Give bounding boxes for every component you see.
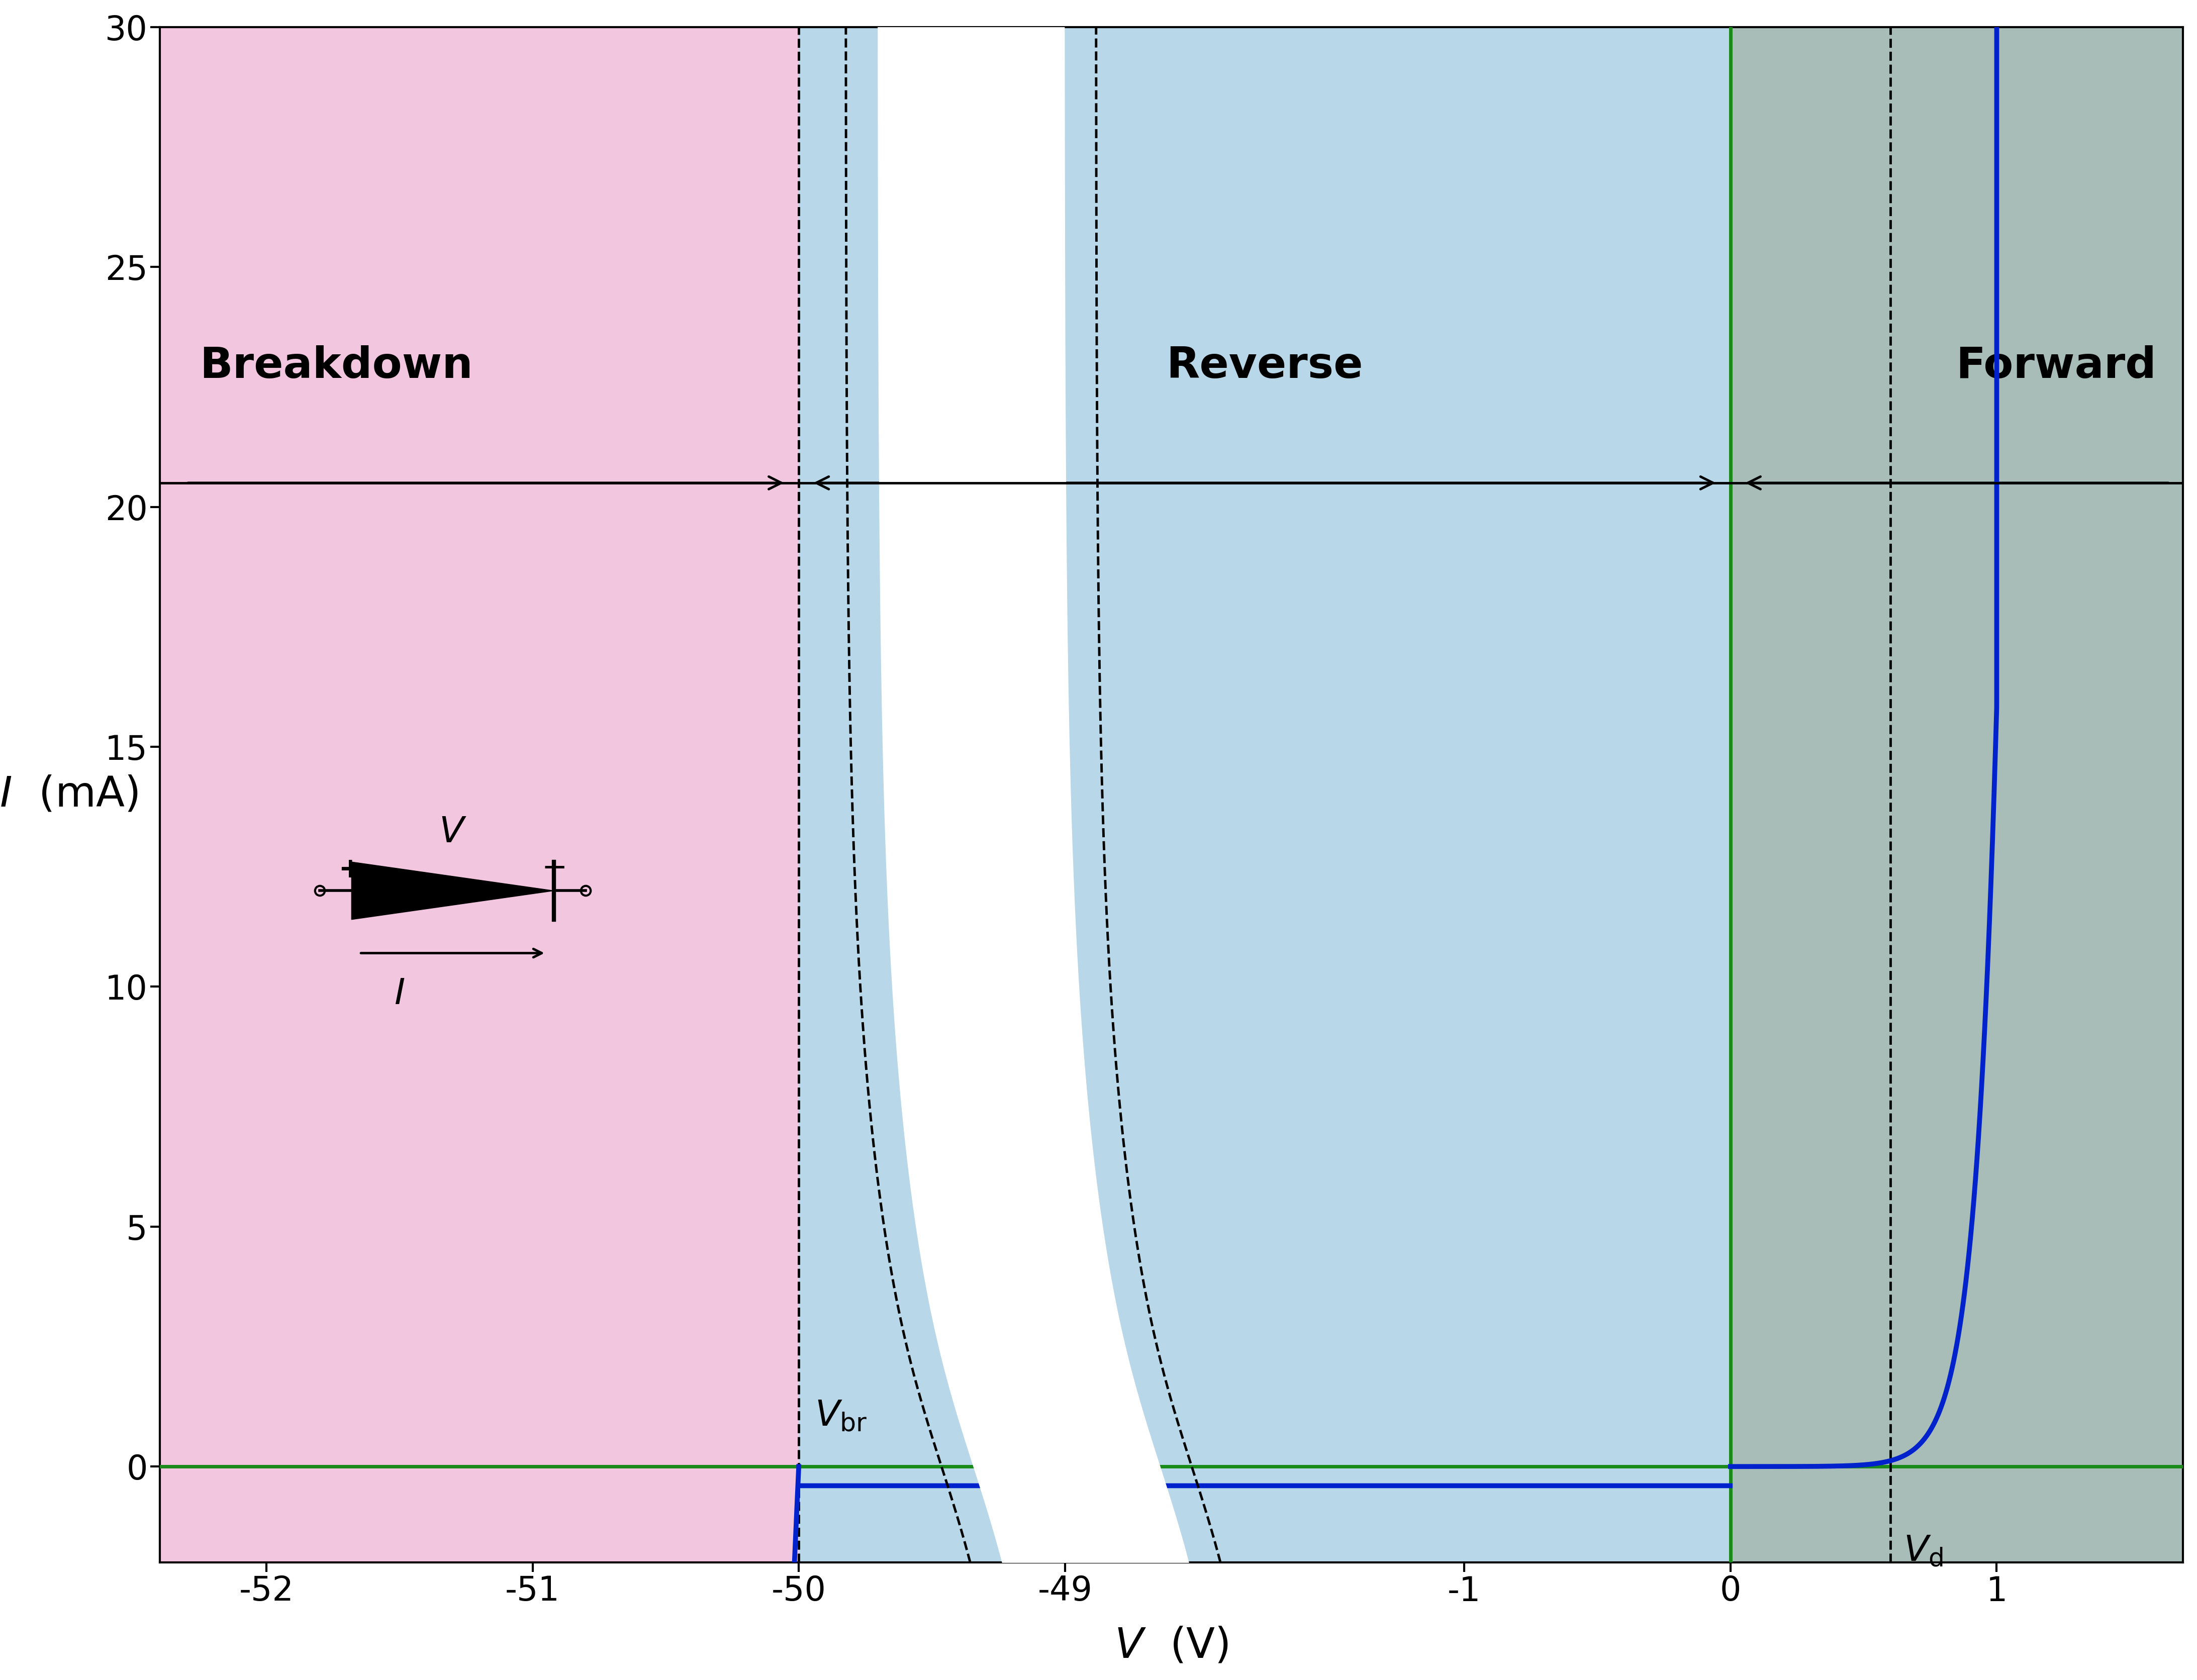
- Bar: [160, 27, 800, 1562]
- Text: Reverse: Reverse: [1167, 344, 1362, 386]
- Text: $V_{\mathrm{d}}$: $V_{\mathrm{d}}$: [1903, 1534, 1942, 1569]
- Text: $V_{\mathrm{br}}$: $V_{\mathrm{br}}$: [815, 1398, 868, 1433]
- Bar: [1731, 27, 2184, 1562]
- Text: $V$: $V$: [439, 815, 466, 850]
- Text: $I_{\mathrm{S}}$: $I_{\mathrm{S}}$: [1052, 1425, 1079, 1460]
- X-axis label: $V$  (V): $V$ (V): [1114, 1625, 1228, 1667]
- Text: $I$: $I$: [393, 978, 404, 1011]
- Y-axis label: $I$  (mA): $I$ (mA): [0, 774, 138, 815]
- Text: Forward: Forward: [1955, 344, 2157, 386]
- Text: Breakdown: Breakdown: [200, 344, 472, 386]
- Text: +: +: [338, 857, 363, 884]
- Bar: [800, 27, 1731, 1562]
- Polygon shape: [352, 862, 554, 919]
- Text: −: −: [540, 853, 567, 884]
